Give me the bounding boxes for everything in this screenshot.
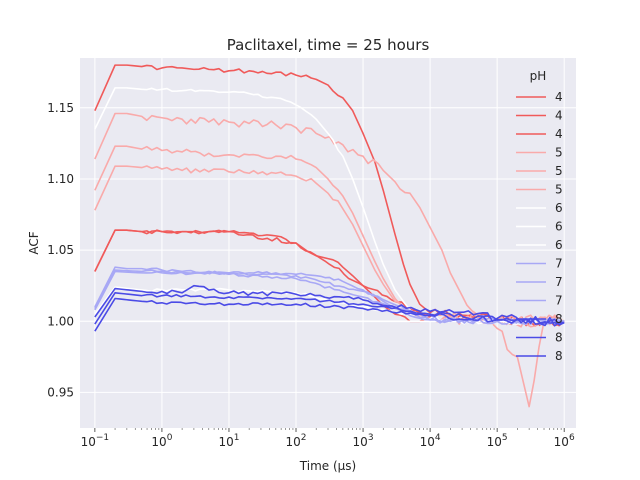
legend-label: 5 (555, 146, 563, 160)
x-tick-label: 103 (353, 433, 374, 449)
x-tick-label: 106 (554, 433, 575, 449)
x-tick-label: 100 (151, 433, 172, 449)
plot-area (80, 58, 576, 428)
legend-label: 6 (555, 220, 563, 234)
series-line-ph-8-12 (94, 284, 565, 327)
legend-label: 4 (555, 90, 563, 104)
legend-label: 4 (555, 127, 563, 141)
legend-label: 4 (555, 109, 563, 123)
legend-label: 6 (555, 201, 563, 215)
legend-label: 5 (555, 164, 563, 178)
series-line-ph-7-11 (94, 270, 565, 326)
legend-label: 7 (555, 275, 563, 289)
legend-label: 7 (555, 257, 563, 271)
x-tick-label: 101 (218, 433, 239, 449)
x-tick-label: 105 (487, 433, 508, 449)
y-axis-label: ACF (27, 231, 41, 254)
series-line-ph-7-10 (94, 269, 565, 325)
y-tick-label: 1.15 (47, 101, 74, 115)
y-tick-label: 1.10 (47, 172, 74, 186)
legend-label: 8 (555, 331, 563, 345)
chart-title: Paclitaxel, time = 25 hours (227, 36, 430, 54)
legend-label: 6 (555, 238, 563, 252)
legend-label: 7 (555, 294, 563, 308)
x-axis-label: Time (μs) (299, 459, 356, 473)
series-line-ph-8-14 (94, 297, 565, 332)
x-tick-label: 102 (286, 433, 307, 449)
legend-label: 5 (555, 183, 563, 197)
series-line-ph-8-13 (94, 292, 565, 325)
legend-label: 8 (555, 349, 563, 363)
y-tick-label: 1.05 (47, 243, 74, 257)
legend-title: pH (530, 69, 547, 83)
x-tick-label: 10−1 (81, 433, 110, 449)
y-tick-label: 1.00 (47, 314, 74, 328)
series-layer (94, 64, 565, 408)
y-axis-ticks: 0.95 1.00 1.05 1.10 1.15 (47, 101, 74, 400)
y-tick-label: 0.95 (47, 385, 74, 399)
legend-label: 8 (555, 312, 563, 326)
legend: pH 4 4 4 5 5 5 6 6 6 7 7 7 8 8 8 (516, 69, 563, 363)
x-axis-ticks: 10−1 100 101 102 103 104 105 106 (81, 428, 575, 449)
x-tick-label: 104 (420, 433, 441, 449)
